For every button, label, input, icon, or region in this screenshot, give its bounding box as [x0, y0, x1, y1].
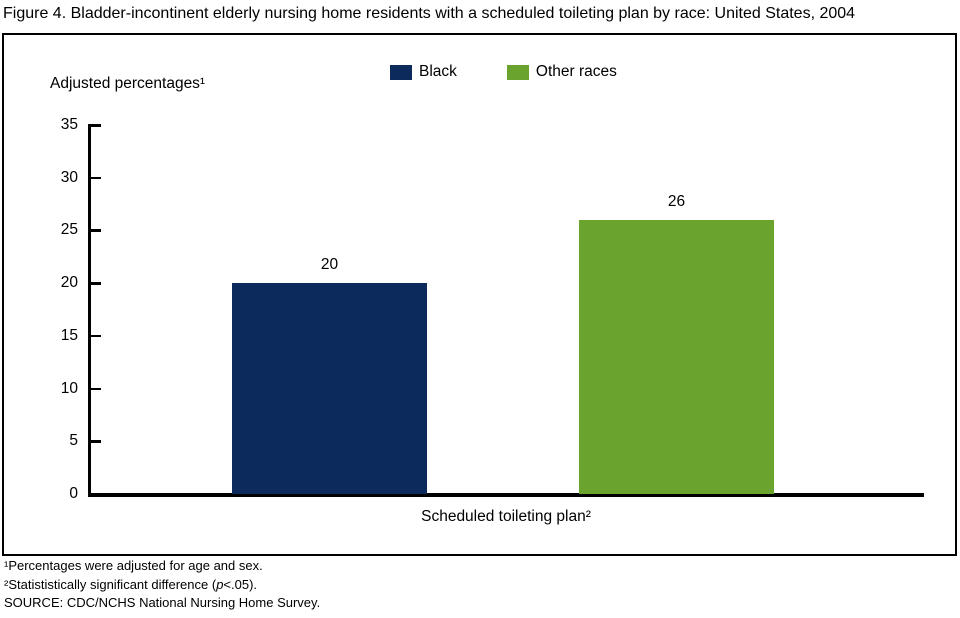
- chart-frame: Adjusted percentages¹ Black Other races …: [2, 33, 957, 556]
- y-tick-label: 10: [60, 379, 78, 397]
- legend-swatch-other-races: [506, 64, 529, 80]
- y-tick-mark: [88, 387, 101, 391]
- y-tick-label: 30: [60, 168, 78, 186]
- footnotes: ¹Percentages were adjusted for age and s…: [4, 557, 320, 613]
- y-tick-mark: [88, 334, 101, 338]
- footnote-2-italic-p: p: [216, 576, 224, 592]
- bar-value-label: 20: [320, 256, 339, 274]
- y-tick-mark: [88, 229, 101, 232]
- y-tick-label: 25: [60, 221, 78, 239]
- y-tick-label: 20: [60, 274, 78, 292]
- legend-label-other-races: Other races: [535, 63, 617, 80]
- x-axis-line: [88, 493, 924, 497]
- footnote-2: ²Statististically significant difference…: [4, 576, 258, 592]
- bar-value-label: 26: [667, 192, 686, 210]
- legend-label-black: Black: [419, 63, 457, 80]
- y-tick-mark: [88, 282, 101, 285]
- y-axis-line: [88, 125, 91, 497]
- plot-area: 0 5 10 15 20 25 30 35 20 26: [4, 35, 955, 554]
- bar-black: [232, 283, 427, 494]
- x-axis-label: Scheduled toileting plan²: [421, 508, 591, 525]
- footnote-source: SOURCE: CDC/NCHS National Nursing Home S…: [4, 595, 321, 610]
- legend-swatch-black: [390, 64, 412, 80]
- bar-other-races: [579, 219, 774, 494]
- y-tick-mark: [88, 176, 101, 180]
- footnote-1: ¹Percentages were adjusted for age and s…: [4, 558, 263, 573]
- y-axis-caption: Adjusted percentages¹: [50, 75, 206, 92]
- y-tick-label: 5: [69, 432, 78, 450]
- y-tick-label: 15: [60, 326, 78, 344]
- y-tick-label: 35: [60, 116, 78, 133]
- y-tick-mark: [88, 124, 101, 127]
- y-tick-label: 0: [69, 485, 78, 502]
- y-tick-mark: [88, 440, 101, 443]
- figure-title: Figure 4. Bladder-incontinent elderly nu…: [3, 5, 856, 22]
- legend: Black Other races: [390, 63, 617, 81]
